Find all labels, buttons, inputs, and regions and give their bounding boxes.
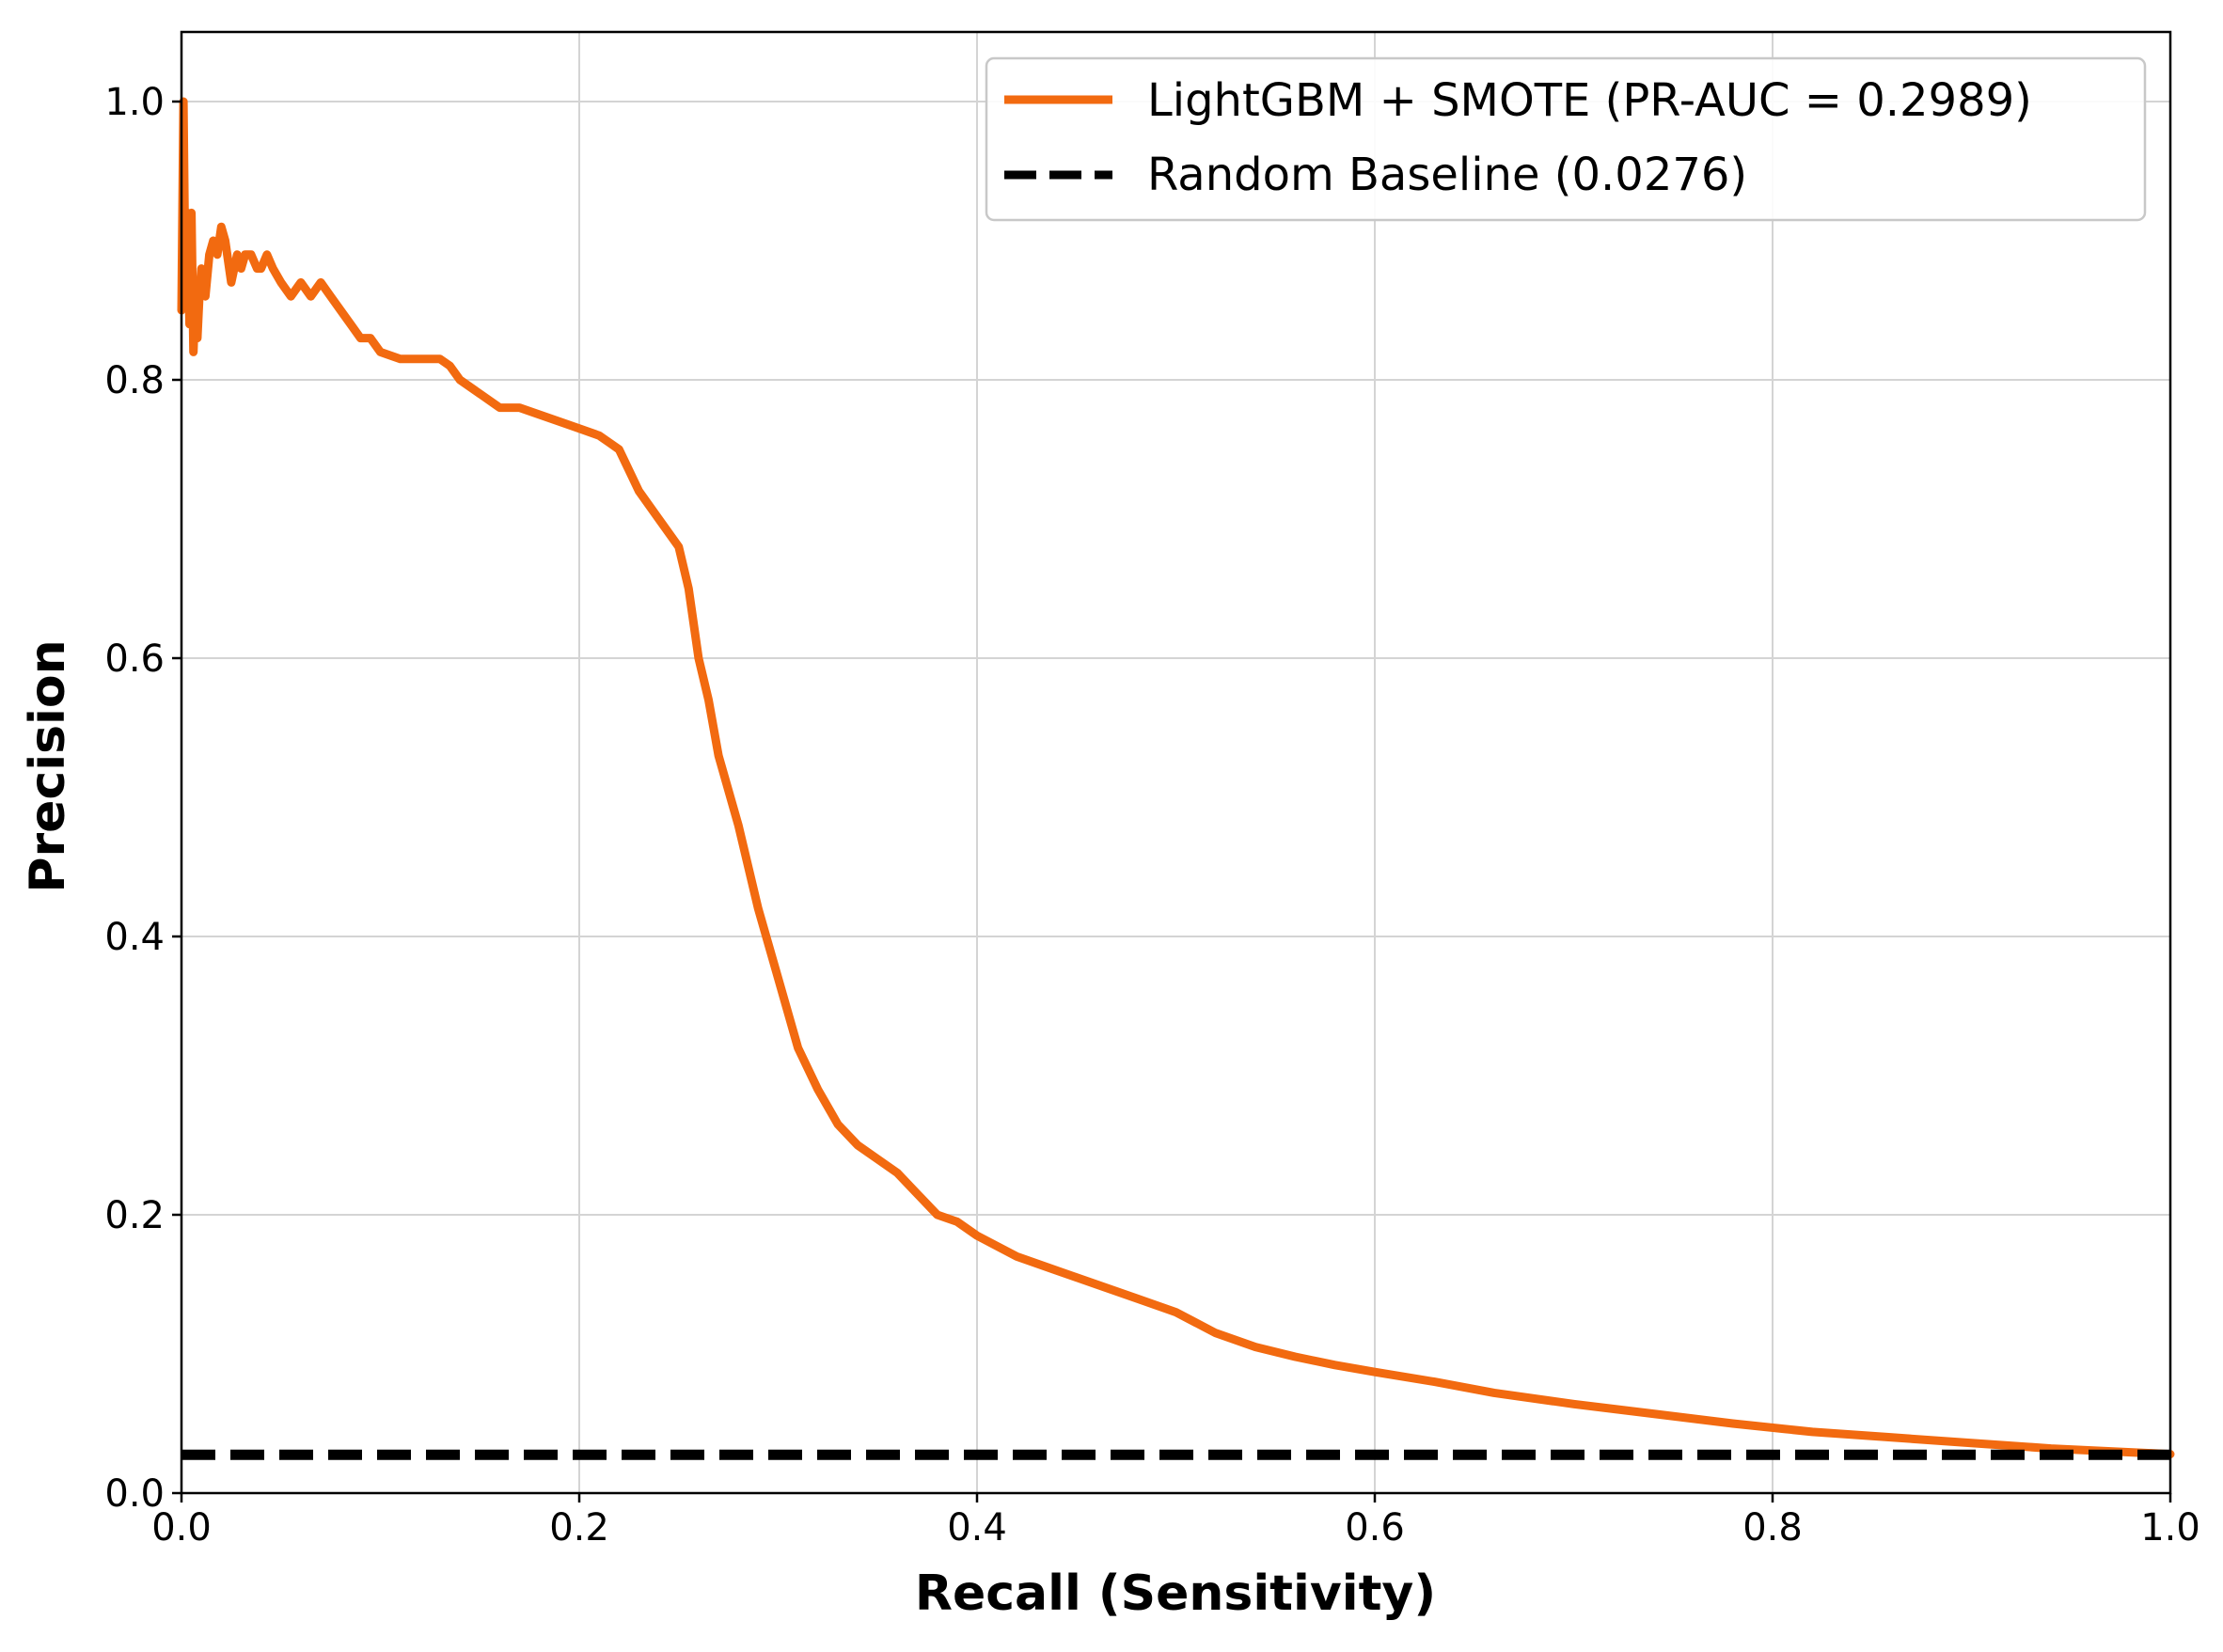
x-tick-label: 0.2 bbox=[549, 1506, 609, 1550]
y-tick-label: 0.8 bbox=[104, 359, 165, 402]
legend-box bbox=[985, 56, 2147, 222]
x-tick-label: 0.8 bbox=[1742, 1506, 1803, 1550]
y-tick-label: 1.0 bbox=[104, 81, 165, 124]
y-tick-label: 0.0 bbox=[104, 1472, 165, 1516]
x-tick-label: 1.0 bbox=[2140, 1506, 2200, 1550]
grid bbox=[181, 32, 2171, 1494]
x-axis: 0.0 0.2 0.4 0.6 0.8 1.0 bbox=[151, 1493, 2200, 1550]
plot-area bbox=[177, 97, 2175, 1460]
y-tick-label: 0.2 bbox=[104, 1194, 165, 1237]
y-tick-label: 0.6 bbox=[104, 637, 165, 681]
y-axis-label: Precision bbox=[20, 639, 76, 892]
x-tick-label: 0.0 bbox=[151, 1506, 212, 1550]
x-axis-label: Recall (Sensitivity) bbox=[915, 1565, 1436, 1622]
legend-label-random-baseline: Random Baseline (0.0276) bbox=[1147, 149, 1747, 201]
x-tick-label: 0.6 bbox=[1345, 1506, 1405, 1550]
series-line-lightgbm bbox=[177, 97, 2175, 1459]
legend-label-lightgbm: LightGBM + SMOTE (PR-AUC = 0.2989) bbox=[1147, 74, 2032, 127]
y-axis: 0.0 0.2 0.4 0.6 0.8 1.0 bbox=[104, 81, 181, 1516]
legend: LightGBM + SMOTE (PR-AUC = 0.2989) Rando… bbox=[985, 56, 2147, 222]
plot-frame bbox=[180, 30, 2172, 1495]
x-tick-label: 0.4 bbox=[947, 1506, 1007, 1550]
y-tick-label: 0.4 bbox=[104, 916, 165, 959]
